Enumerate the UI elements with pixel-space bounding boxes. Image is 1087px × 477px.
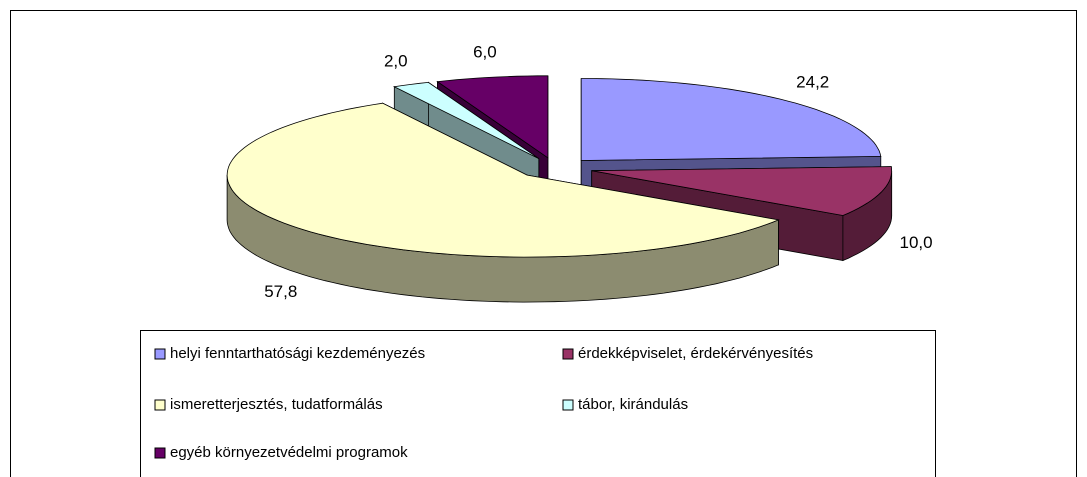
legend-swatch [154, 447, 166, 459]
data-label: 10,0 [900, 233, 933, 252]
legend-swatch [154, 399, 166, 411]
legend-swatch [562, 399, 574, 411]
slice-top [580, 78, 882, 161]
slice-top [436, 75, 549, 159]
legend: helyi fenntarthatósági kezdeményezés érde… [154, 345, 813, 461]
data-label: 6,0 [473, 43, 497, 62]
legend-swatch [562, 348, 574, 360]
slice-top [392, 81, 540, 159]
legend-label: tábor, kirándulás [578, 396, 688, 413]
legend-swatch [154, 348, 166, 360]
slice-top [591, 166, 892, 216]
data-label: 57,8 [264, 282, 297, 301]
slice [226, 102, 780, 303]
data-label: 2,0 [384, 52, 408, 71]
pie [226, 75, 893, 303]
legend-label: érdekképviselet, érdekérvényesítés [578, 345, 813, 362]
chart-frame [10, 10, 1077, 477]
data-label: 24,2 [796, 73, 829, 92]
legend-label: ismeretterjesztés, tudatformálás [170, 396, 383, 413]
slice-top [226, 102, 780, 258]
legend-frame [140, 330, 936, 477]
legend-label: egyéb környezetvédelmi programok [170, 444, 408, 461]
legend-label: helyi fenntarthatósági kezdeményezés [170, 345, 425, 362]
